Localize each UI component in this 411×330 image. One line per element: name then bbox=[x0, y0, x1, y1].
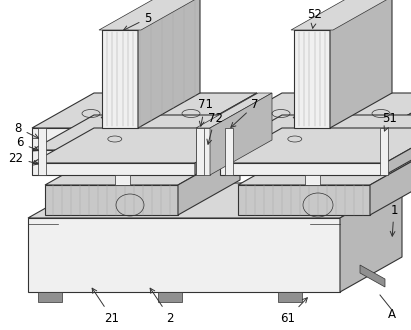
Polygon shape bbox=[32, 93, 257, 128]
Polygon shape bbox=[45, 185, 178, 215]
Text: 52: 52 bbox=[307, 9, 323, 28]
Text: 6: 6 bbox=[16, 137, 38, 151]
Polygon shape bbox=[196, 128, 210, 175]
Polygon shape bbox=[28, 218, 340, 292]
Polygon shape bbox=[385, 93, 411, 148]
Polygon shape bbox=[370, 150, 411, 215]
Polygon shape bbox=[330, 0, 392, 128]
Text: 8: 8 bbox=[14, 121, 39, 138]
Polygon shape bbox=[305, 175, 320, 185]
Polygon shape bbox=[195, 128, 257, 175]
Polygon shape bbox=[195, 93, 257, 148]
Polygon shape bbox=[32, 115, 257, 150]
Polygon shape bbox=[195, 115, 257, 162]
Polygon shape bbox=[293, 113, 307, 122]
Polygon shape bbox=[225, 128, 233, 175]
Polygon shape bbox=[380, 128, 388, 175]
Text: 2: 2 bbox=[150, 288, 174, 324]
Polygon shape bbox=[102, 0, 200, 30]
Polygon shape bbox=[196, 93, 272, 128]
Polygon shape bbox=[196, 128, 204, 175]
Polygon shape bbox=[220, 115, 411, 150]
Polygon shape bbox=[385, 128, 411, 175]
Text: 22: 22 bbox=[9, 151, 38, 165]
Text: 7: 7 bbox=[231, 98, 259, 127]
Polygon shape bbox=[291, 0, 395, 30]
Polygon shape bbox=[32, 163, 195, 175]
Polygon shape bbox=[220, 128, 411, 163]
Text: 5: 5 bbox=[123, 12, 152, 30]
Polygon shape bbox=[238, 185, 370, 215]
Polygon shape bbox=[45, 150, 240, 185]
Polygon shape bbox=[28, 183, 402, 218]
Polygon shape bbox=[294, 0, 392, 30]
Text: 61: 61 bbox=[280, 298, 307, 324]
Polygon shape bbox=[101, 113, 115, 122]
Polygon shape bbox=[360, 265, 385, 287]
Text: 21: 21 bbox=[92, 288, 120, 324]
Polygon shape bbox=[278, 292, 302, 302]
Polygon shape bbox=[32, 128, 195, 148]
Text: 72: 72 bbox=[207, 112, 222, 144]
Polygon shape bbox=[32, 150, 195, 162]
Polygon shape bbox=[210, 93, 272, 175]
Polygon shape bbox=[220, 128, 385, 148]
Polygon shape bbox=[340, 183, 402, 292]
Polygon shape bbox=[38, 292, 62, 302]
Polygon shape bbox=[178, 150, 240, 215]
Text: 71: 71 bbox=[198, 98, 212, 126]
Polygon shape bbox=[32, 128, 257, 163]
Polygon shape bbox=[220, 150, 385, 162]
Polygon shape bbox=[38, 128, 46, 175]
Text: 51: 51 bbox=[383, 112, 397, 131]
Polygon shape bbox=[238, 150, 411, 185]
Polygon shape bbox=[102, 30, 138, 128]
Polygon shape bbox=[158, 292, 182, 302]
Text: A: A bbox=[388, 309, 396, 321]
Polygon shape bbox=[115, 175, 130, 185]
Polygon shape bbox=[294, 30, 330, 128]
Polygon shape bbox=[138, 0, 200, 128]
Polygon shape bbox=[220, 163, 385, 175]
Polygon shape bbox=[220, 93, 411, 128]
Text: 1: 1 bbox=[390, 204, 398, 236]
Polygon shape bbox=[385, 115, 411, 162]
Polygon shape bbox=[99, 0, 203, 30]
